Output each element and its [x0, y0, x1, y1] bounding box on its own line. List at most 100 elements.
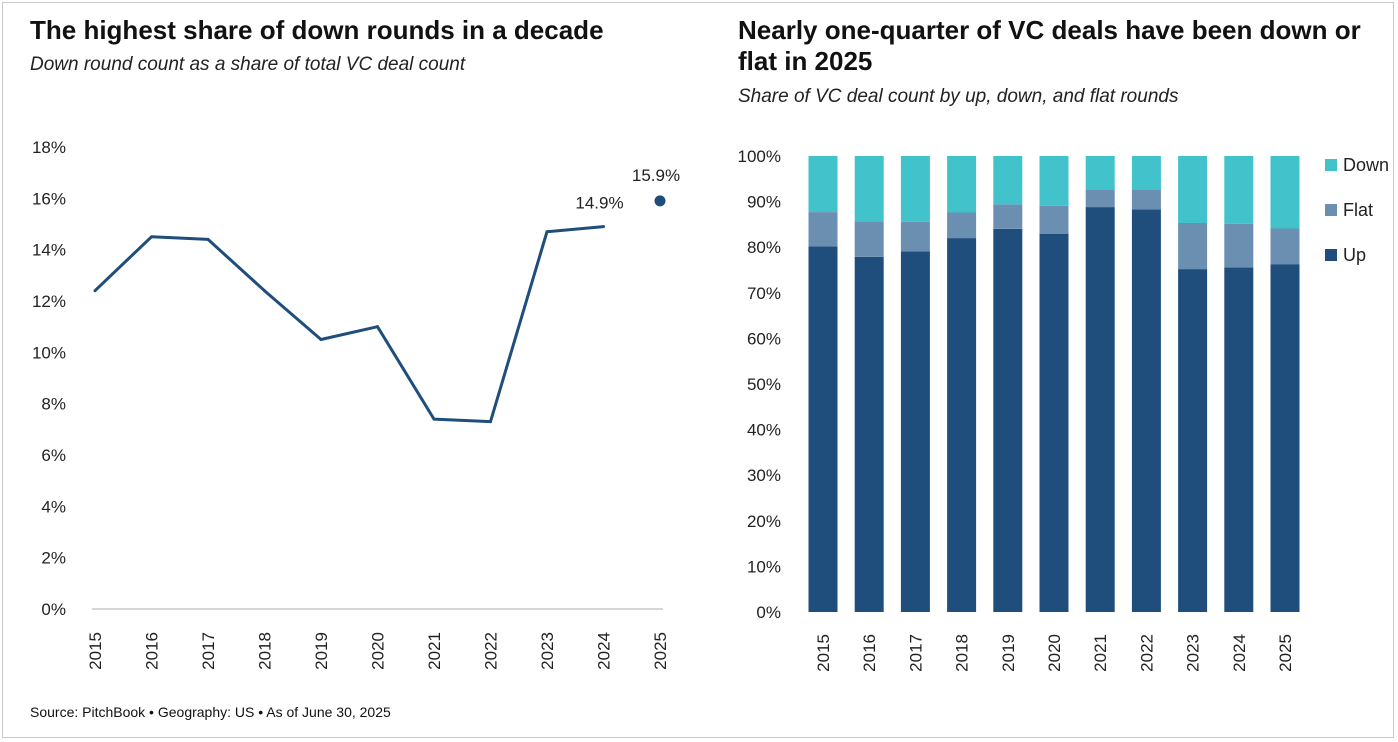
line-chart-y-tick-label: 8%: [41, 395, 66, 414]
bar-chart-y-tick-label: 70%: [747, 284, 781, 303]
legend-label-flat: Flat: [1343, 200, 1373, 220]
bar-chart-y-tick-label: 0%: [756, 603, 781, 622]
right-chart-title: Nearly one-quarter of VC deals have been…: [738, 15, 1361, 76]
bar-chart-y-tick-label: 10%: [747, 557, 781, 576]
line-chart-marker-2025: [654, 195, 666, 207]
bar-chart-x-tick-label: 2020: [1045, 634, 1064, 672]
line-chart-y-tick-label: 0%: [41, 600, 66, 619]
bar-chart-x-tick-label: 2016: [860, 634, 879, 672]
bar-segment-down: [947, 156, 977, 213]
bar-chart-x-tick-label: 2018: [953, 634, 972, 672]
bar-segment-flat: [1270, 228, 1300, 265]
bar-segment-flat: [1178, 223, 1208, 270]
line-chart-x-tick-label: 2016: [143, 632, 162, 670]
line-chart-y-tick-label: 6%: [41, 446, 66, 465]
line-series-down-round-share: [93, 225, 604, 424]
bar-segment-down: [1131, 156, 1161, 190]
line-chart-y-tick-label: 16%: [32, 189, 66, 208]
bar-chart-y-tick-label: 90%: [747, 193, 781, 212]
line-chart-y-tick-label: 14%: [32, 241, 66, 260]
bar-segment-up: [808, 246, 838, 613]
line-chart-y-tick-label: 2%: [41, 549, 66, 568]
line-chart-data-label-2024: 14.9%: [575, 194, 623, 213]
line-chart-x-tick-label: 2015: [86, 632, 105, 670]
bar-segment-flat: [854, 221, 884, 257]
bar-chart-x-tick-label: 2024: [1230, 634, 1249, 672]
bar-chart-y-tick-label: 60%: [747, 329, 781, 348]
line-data-point: [319, 338, 323, 341]
line-data-point: [93, 289, 97, 293]
bar-segment-down: [1085, 156, 1115, 190]
bar-chart-x-tick-label: 2022: [1137, 634, 1156, 672]
bar-segment-down: [900, 156, 930, 222]
bar-segment-up: [1039, 234, 1069, 612]
right-chart-subtitle: Share of VC deal count by up, down, and …: [738, 86, 1179, 107]
bar-chart-x-tick-label: 2023: [1184, 634, 1203, 672]
bar-chart-x-tick-label: 2025: [1276, 634, 1295, 672]
line-chart-x-tick-label: 2019: [312, 632, 331, 670]
bar-segment-down: [1224, 156, 1254, 224]
line-chart-y-tick-label: 18%: [32, 138, 66, 157]
line-chart-y-tick-label: 12%: [32, 292, 66, 311]
line-data-point: [545, 230, 549, 234]
line-chart-y-tick-label: 10%: [32, 343, 66, 362]
bar-segment-up: [1178, 269, 1208, 612]
bar-segment-up: [947, 238, 977, 612]
source-note: Source: PitchBook • Geography: US • As o…: [30, 704, 391, 720]
bar-segment-up: [993, 229, 1023, 612]
bar-chart-y-tick-label: 20%: [747, 512, 781, 531]
bar-segment-flat: [1224, 223, 1254, 268]
bar-segment-flat: [1131, 189, 1161, 210]
bar-chart-y-tick-label: 80%: [747, 238, 781, 257]
line-data-point: [263, 289, 266, 293]
legend-swatch-up: [1325, 249, 1337, 261]
line-chart-x-tick-label: 2018: [256, 632, 275, 670]
line-chart-x-tick-label: 2017: [199, 632, 218, 670]
bar-chart-y-tick-label: 40%: [747, 421, 781, 440]
bar-segment-flat: [808, 212, 838, 247]
bar-segment-down: [854, 156, 884, 222]
legend-swatch-flat: [1325, 204, 1337, 216]
bar-segment-flat: [900, 221, 930, 252]
line-chart-x-tick-label: 2023: [538, 632, 557, 670]
line-data-point: [376, 325, 379, 329]
legend-label-up: Up: [1343, 245, 1366, 265]
bar-chart-x-tick-label: 2021: [1091, 634, 1110, 672]
bar-segment-up: [854, 256, 884, 612]
legend-swatch-down: [1325, 159, 1337, 171]
line-chart-x-tick-label: 2025: [651, 632, 670, 670]
bar-segment-down: [808, 156, 838, 213]
left-chart-title: The highest share of down rounds in a de…: [30, 15, 604, 45]
bar-chart-x-tick-label: 2019: [999, 634, 1018, 672]
bar-segment-up: [900, 251, 930, 613]
bar-chart-y-tick-label: 100%: [738, 147, 781, 166]
bar-segment-down: [1039, 156, 1069, 206]
legend-label-down: Down: [1343, 155, 1389, 175]
line-chart-x-tick-label: 2024: [595, 632, 614, 670]
bar-chart-x-tick-label: 2017: [906, 634, 925, 672]
bar-segment-up: [1131, 209, 1161, 612]
line-chart-x-tick-label: 2022: [482, 632, 501, 670]
bar-chart-x-tick-label: 2015: [814, 634, 833, 672]
line-chart-y-tick-label: 4%: [41, 497, 66, 516]
line-data-point: [432, 417, 436, 421]
bar-segment-flat: [993, 204, 1023, 229]
line-data-point: [489, 420, 492, 424]
bar-segment-up: [1270, 264, 1300, 612]
bar-segment-flat: [1039, 205, 1069, 234]
line-data-point: [206, 237, 210, 241]
line-chart: 0% 2% 4% 6% 8% 10% 12% 14% 16% 18% 2015 2016 2017 201…: [32, 138, 680, 670]
bar-segment-flat: [947, 212, 977, 238]
bar-segment-flat: [1085, 189, 1115, 208]
bar-segment-down: [993, 156, 1023, 205]
bar-segment-down: [1178, 156, 1208, 223]
line-data-point: [602, 225, 605, 229]
line-data-point: [150, 235, 153, 239]
bar-chart-y-tick-label: 50%: [747, 375, 781, 394]
bar-segment-up: [1085, 207, 1115, 612]
line-chart-x-tick-label: 2020: [369, 632, 388, 670]
bar-chart-y-tick-label: 30%: [747, 466, 781, 485]
stacked-bar-chart: 0% 10% 20% 30% 40% 50% 60% 70% 80% 90% 100% 2015 201…: [738, 147, 1390, 672]
